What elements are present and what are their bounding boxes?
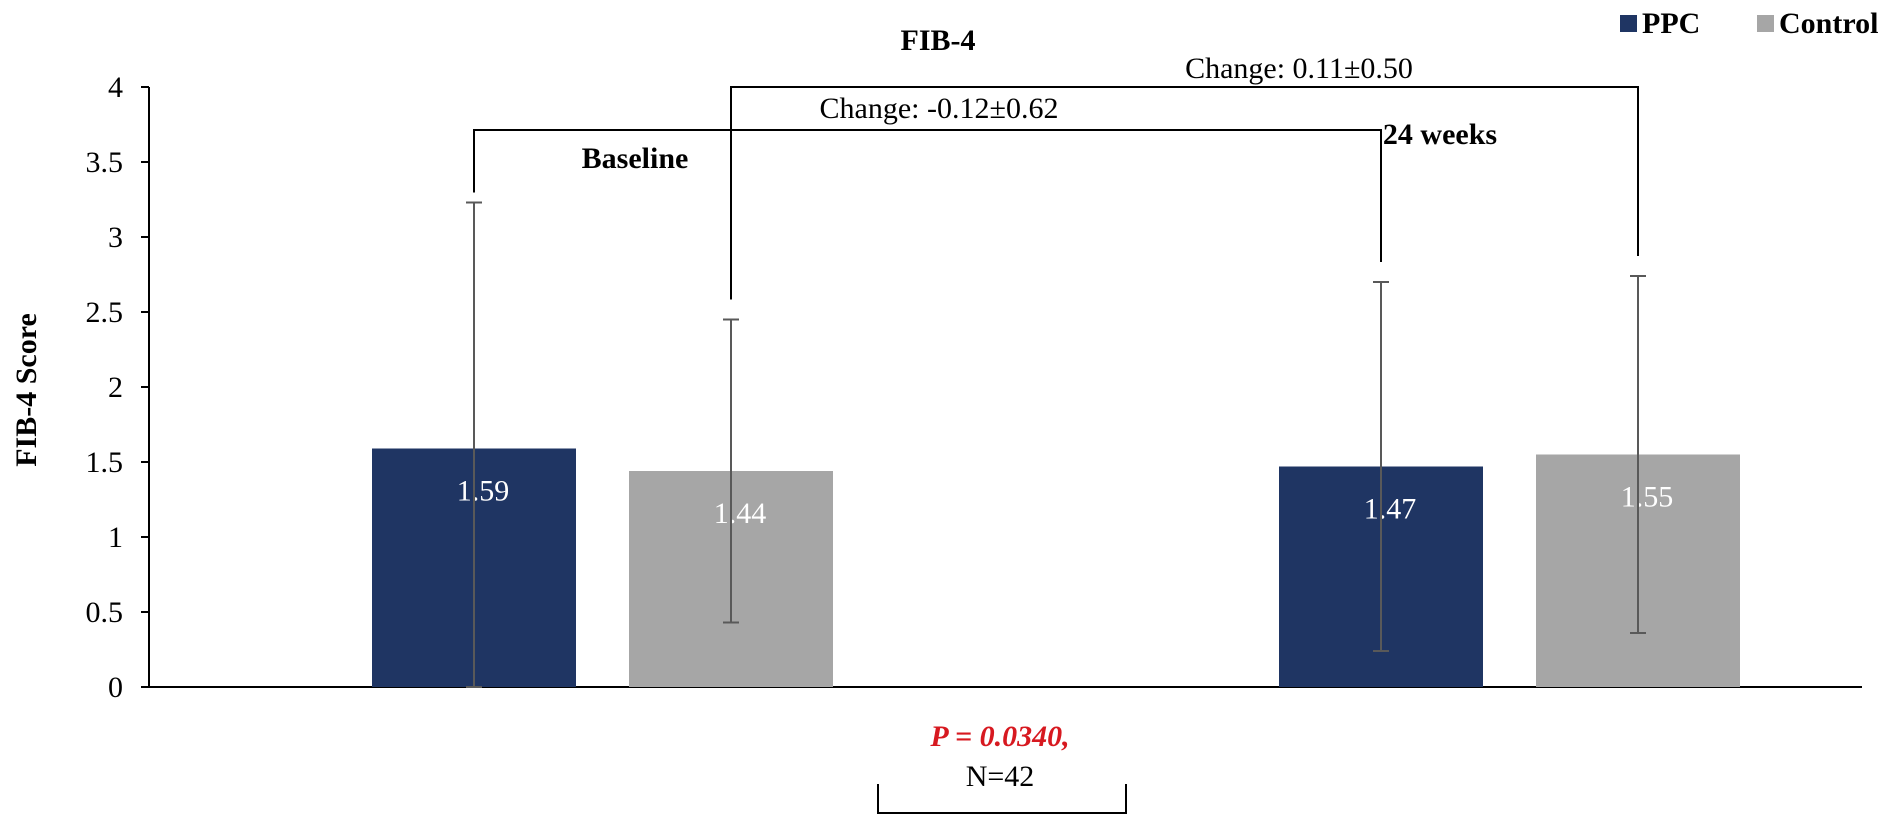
y-tick-label: 0: [108, 671, 123, 704]
bracket-ppc-change: [473, 129, 1382, 262]
y-tick-label: 4: [108, 71, 123, 104]
sample-size-text: N=42: [966, 760, 1035, 793]
bracket-control-change: [730, 86, 1639, 300]
y-tick-label: 2: [108, 371, 123, 404]
change-brackets: [473, 86, 1639, 300]
change-label-ppc: Change: -0.12±0.62: [820, 92, 1059, 125]
legend-label-ppc: PPC: [1642, 7, 1700, 40]
legend-swatch-ppc: [1620, 15, 1637, 32]
y-axis-label: FIB-4 Score: [10, 313, 43, 467]
y-tick-label: 1.5: [86, 446, 124, 479]
chart-title: FIB-4: [901, 24, 976, 57]
y-tick-label: 3.5: [86, 146, 124, 179]
legend: PPC Control: [1620, 7, 1878, 40]
change-label-control: Change: 0.11±0.50: [1185, 52, 1413, 85]
legend-swatch-control: [1757, 15, 1774, 32]
y-tick-label: 2.5: [86, 296, 124, 329]
data-label: 1.59: [457, 475, 510, 508]
error-bars: [466, 201, 1646, 688]
y-tick-label: 1: [108, 521, 123, 554]
category-label-24-weeks: 24 weeks: [1383, 118, 1497, 151]
legend-label-control: Control: [1779, 7, 1878, 40]
category-label-baseline: Baseline: [582, 142, 689, 175]
data-label: 1.47: [1364, 493, 1417, 526]
data-label: 1.55: [1621, 481, 1674, 514]
p-value-bracket: [877, 784, 1127, 814]
bars: 1.59 1.44 1.47 1.55: [372, 448, 1740, 687]
data-label: 1.44: [714, 497, 767, 530]
y-tick-label: 0.5: [86, 596, 124, 629]
y-tick-label: 3: [108, 221, 123, 254]
p-value-text: P = 0.0340,: [929, 720, 1069, 753]
